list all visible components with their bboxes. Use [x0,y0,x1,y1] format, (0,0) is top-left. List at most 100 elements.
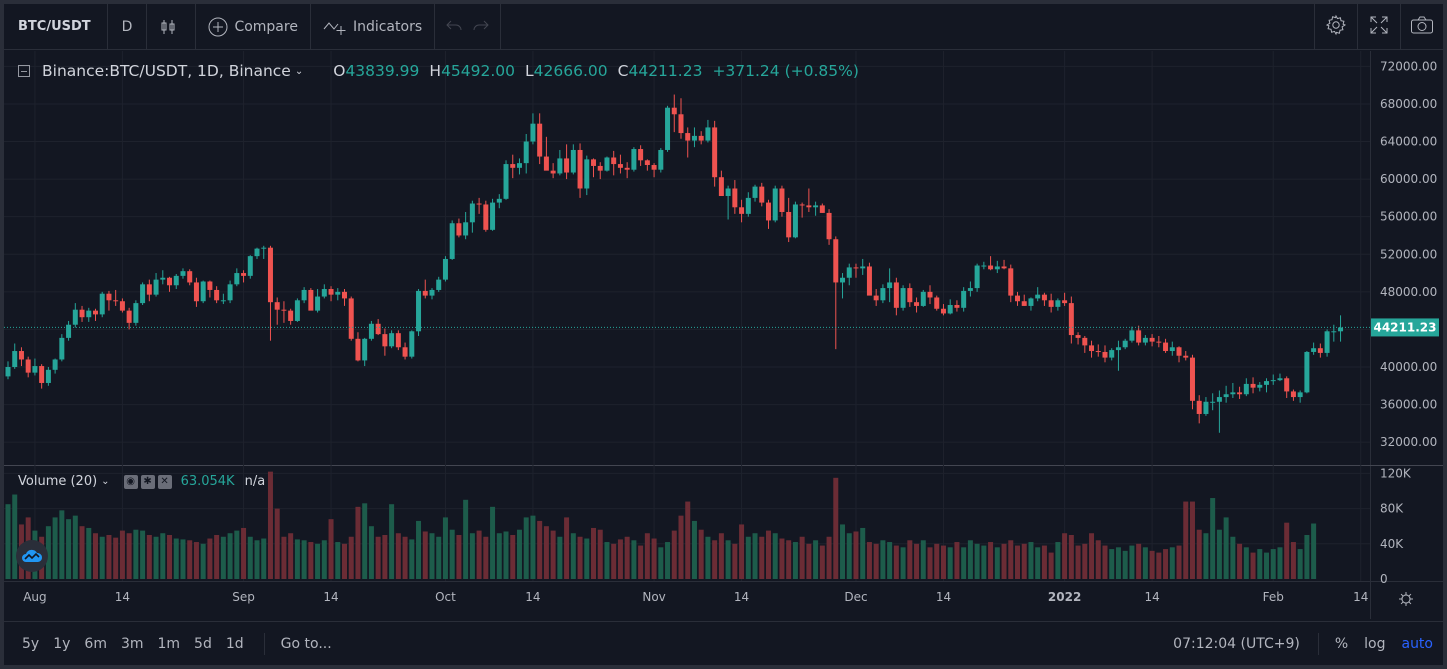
open-value: 43839.99 [345,62,420,80]
range-1m[interactable]: 1m [157,635,181,652]
candle-body [1176,347,1182,356]
candle-body [880,288,886,301]
range-1d[interactable]: 1d [225,635,244,652]
candle-body [1277,378,1283,381]
chart-canvas[interactable]: 72000.00 68000.00 64000.00 60000.00 56000.00… [4,51,1443,621]
candle-body [1210,401,1216,403]
range-1y[interactable]: 1y [53,635,71,652]
percent-toggle[interactable]: % [1334,635,1349,652]
volume-bar [301,540,307,579]
eye-icon[interactable]: ◉ [123,474,138,489]
candle-body [442,258,448,280]
time-tick-label: 14 [936,590,951,604]
candle-body [39,366,45,383]
volume-bar [227,533,233,579]
volume-bar [752,533,758,579]
volume-bar [146,535,152,579]
candle-body [261,247,267,249]
volume-bar [503,531,509,579]
candle-body [469,203,475,223]
candle-body [1284,378,1290,392]
volume-bar [880,540,886,579]
tradingview-cloud-icon[interactable] [16,540,48,572]
volume-bar [974,543,980,579]
last-price-badge [1371,318,1439,337]
undo-icon[interactable] [446,18,462,36]
range-5d[interactable]: 5d [194,635,212,652]
price-tick-label: 48000.00 [1380,285,1437,299]
indicators-button[interactable]: Indicators [311,4,436,50]
chevron-down-icon[interactable]: ⌄ [294,65,304,77]
redo-icon[interactable] [473,18,489,36]
interval-button[interactable]: D [108,4,148,50]
candle-body [1122,340,1128,348]
volume-bar [678,515,684,579]
compare-button[interactable]: Compare [196,4,311,50]
clock-timezone[interactable]: 07:12:04 (UTC+9) [1173,635,1300,652]
candle-body [1001,266,1007,269]
volume-tick-label: 40K [1380,537,1404,551]
volume-bar [99,536,105,579]
volume-bar [644,533,650,579]
settings-button[interactable] [1314,4,1357,50]
volume-bar [671,530,677,579]
volume-bar [516,529,522,579]
candle-body [1068,303,1074,336]
gear-icon[interactable]: ✱ [140,474,155,489]
volume-bar [1035,547,1041,579]
time-tick-label: Feb [1263,590,1284,604]
range-6m[interactable]: 6m [84,635,107,652]
volume-bar [187,540,193,579]
volume-bar [1122,550,1128,579]
candle-body [193,282,199,302]
time-axis-settings-icon[interactable] [1399,592,1413,606]
series-title[interactable]: Binance:BTC/USDT, 1D, Binance [42,62,291,80]
candle-body [52,359,58,370]
volume-bar [712,540,718,579]
volume-bar [591,527,597,579]
candle-body [772,188,778,221]
volume-bar [1163,549,1169,579]
volume-bar [624,536,630,579]
chart-type-button[interactable] [147,4,197,50]
candle-body [530,123,536,142]
fullscreen-button[interactable] [1357,4,1400,50]
candles-icon [159,18,177,36]
volume-bar [725,540,731,579]
range-3m[interactable]: 3m [120,635,144,652]
screenshot-button[interactable] [1400,4,1443,50]
volume-bar [348,536,354,579]
volume-bar [840,524,846,579]
log-toggle[interactable]: log [1364,635,1386,652]
chevron-down-icon[interactable]: ⌄ [101,476,110,487]
candle-body [826,212,832,240]
low-key: L [525,62,534,80]
volume-bar [469,533,475,579]
goto-button[interactable]: Go to... [280,635,332,652]
volume-tick-label: 80K [1380,502,1404,516]
candle-body [1169,347,1175,352]
close-icon[interactable]: ✕ [157,474,172,489]
candle-body [920,291,926,306]
volume-title[interactable]: Volume (20) [18,474,98,489]
volume-bar [691,520,697,579]
range-5y[interactable]: 5y [22,635,40,652]
candle-body [1142,337,1148,343]
candle-body [907,288,913,303]
volume-bar [651,538,657,579]
bottom-toolbar: 5y 1y 6m 3m 1m 5d 1d Go to... 07:12:04 (… [4,621,1443,665]
volume-bar [86,527,92,579]
auto-toggle[interactable]: auto [1401,635,1433,652]
volume-bar [321,540,327,579]
volume-bar [496,533,502,579]
volume-bar [1290,542,1296,579]
volume-bar [267,471,273,579]
volume-bar [893,545,899,579]
candle-body [429,289,435,296]
volume-bar [1055,542,1061,579]
time-tick-label: 14 [525,590,540,604]
volume-bar [1021,543,1027,579]
gear-icon [1325,14,1347,40]
collapse-legend-icon[interactable] [18,65,30,77]
symbol-button[interactable]: BTC/USDT [4,4,108,50]
